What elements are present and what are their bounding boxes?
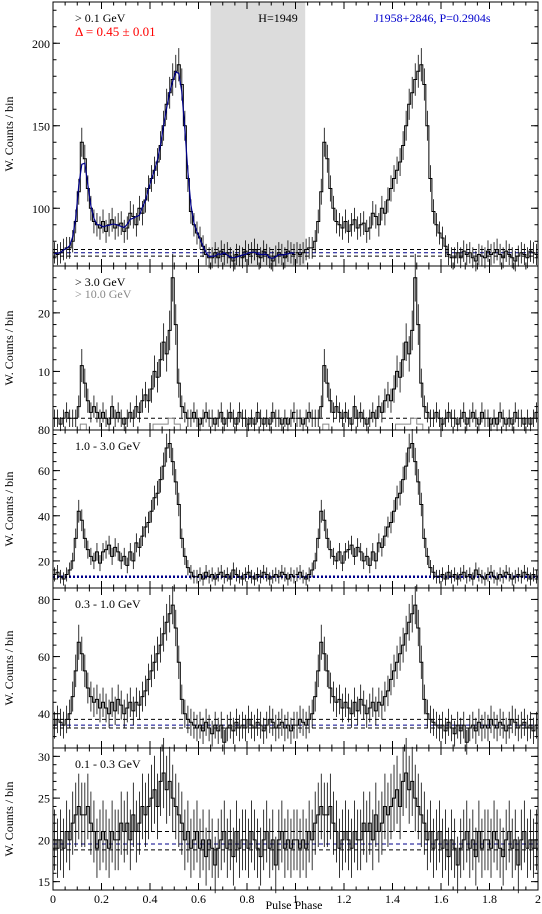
peak-separation-label: Δ = 0.45 ± 0.01 (75, 24, 156, 39)
energy-band-label: 1.0 - 3.0 GeV (75, 439, 141, 453)
y-axis-label: W. Counts / bin (2, 472, 16, 547)
pulse-fit-curve (54, 70, 295, 259)
energy-band-label: 0.3 - 1.0 GeV (75, 597, 141, 611)
y-tick-label: 20 (38, 306, 50, 320)
x-tick-label: 1.6 (434, 892, 449, 906)
panel-5: 0 0.2 0.4 0.6 0.8 1 1.2 1.4 1.6 1.8 2 15 20 25 30 W. Co… (2, 737, 541, 906)
histogram (53, 604, 296, 743)
x-tick-label: 0.8 (240, 892, 255, 906)
y-axis-label: W. Counts / bin (2, 782, 16, 857)
histogram-repeat (295, 604, 538, 743)
y-axis-label: W. Counts / bin (2, 97, 16, 172)
y-tick-label: 60 (38, 650, 50, 664)
x-tick-label: 1.8 (482, 892, 497, 906)
y-tick-label: 20 (38, 833, 50, 847)
off-pulse-region (210, 2, 306, 266)
energy-band-label: > 3.0 GeV (75, 275, 126, 289)
energy-band-label: 0.1 - 0.3 GeV (75, 757, 141, 771)
histogram-repeat (295, 443, 538, 580)
panel-4: 40 60 80 W. Counts / bin 0.3 - 1.0 GeV (2, 586, 539, 755)
y-axis-label: W. Counts / bin (2, 631, 16, 706)
histogram-repeat (295, 772, 538, 866)
x-tick-label: 1.2 (337, 892, 352, 906)
y-tick-label: 150 (32, 119, 50, 133)
histogram-repeat (295, 277, 538, 425)
y-tick-label: 200 (32, 37, 50, 51)
h-test-label: H=1949 (258, 11, 297, 25)
x-tick-label: 1 (293, 892, 299, 906)
y-tick-label: 30 (38, 750, 50, 764)
y-tick-label: 80 (38, 593, 50, 607)
y-tick-label: 10 (38, 365, 50, 379)
y-tick-label: 20 (38, 554, 50, 568)
y-tick-label: 40 (38, 707, 50, 721)
histogram (53, 277, 296, 425)
y-tick-label: 15 (38, 875, 50, 889)
histogram-repeat (295, 64, 538, 262)
x-tick-label: 0 (50, 892, 56, 906)
plot-frame (52, 587, 539, 749)
x-tick-label: 0.6 (191, 892, 206, 906)
histogram (53, 443, 296, 580)
y-tick-label: 25 (38, 792, 50, 806)
energy-band-label: > 0.1 GeV (75, 11, 126, 25)
x-tick-label: 0.4 (143, 892, 158, 906)
x-tick-label: 2 (535, 892, 541, 906)
pulsar-label: J1958+2846, P=0.2904s (374, 11, 491, 25)
x-tick-label: 1.4 (385, 892, 400, 906)
panel-2: 10 20 80 W. Counts / bin > 3.0 GeV> 10.0 GeV (2, 253, 539, 437)
y-axis-label: W. Counts / bin (2, 311, 16, 386)
y-tick-label: 80 (38, 423, 50, 437)
y-tick-label: 60 (38, 464, 50, 478)
panel-3: 20 40 60 W. Counts / bin 1.0 - 3.0 GeV (2, 429, 539, 589)
x-tick-label: 0.2 (94, 892, 109, 906)
energy-band-label-high: > 10.0 GeV (75, 287, 132, 301)
y-tick-label: 40 (38, 509, 50, 523)
x-axis-label: Pulse Phase (266, 898, 323, 912)
y-tick-label: 100 (32, 202, 50, 216)
histogram (53, 772, 296, 866)
